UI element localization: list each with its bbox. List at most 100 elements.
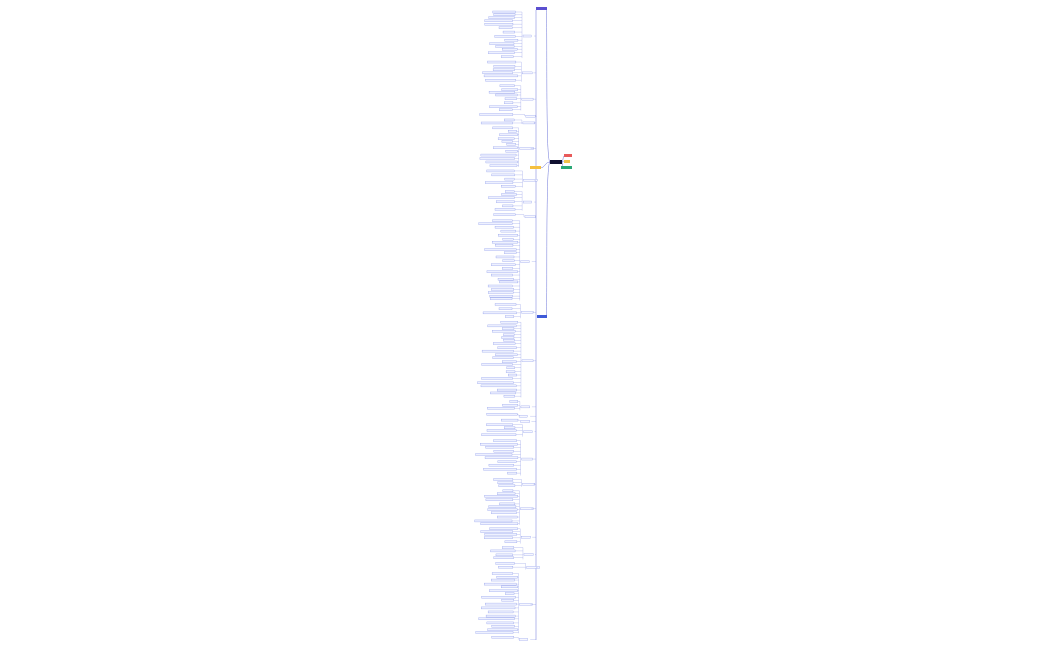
leaf-node [489,164,518,167]
leaf-node [477,381,514,384]
leaf-node [493,478,514,481]
leaf-node [486,429,517,432]
leaf-node [506,366,515,369]
leaf-node [491,273,513,277]
leaf-node [486,621,514,625]
leaf-node [494,208,516,211]
leaf-node [488,505,517,508]
leaf-node [487,407,515,410]
leaf-node [486,169,515,173]
link [539,161,551,169]
leaf-node [504,177,515,181]
leaf-node [491,241,518,244]
leaf-node [505,150,518,153]
branch-node [526,566,540,569]
leaf-node [491,578,515,582]
leaf-node [502,404,518,407]
leaf-node [487,508,518,511]
leaf-node [490,549,516,553]
branch-node [522,121,535,125]
leaf-node [491,572,513,575]
side-node [564,160,570,163]
leaf-node [482,311,517,315]
leaf-node [486,270,518,273]
leaf-node [493,556,514,559]
leaf-node [475,453,513,456]
leaf-node [489,589,518,592]
leaf-node [493,450,514,453]
leaf-node [496,575,518,579]
side-node [561,166,572,169]
leaf-node [481,596,516,599]
leaf-node [495,353,518,356]
leaf-node [488,196,515,199]
links [535,8,565,640]
link [545,8,551,163]
leaf-node [500,321,518,324]
leaf-node [497,278,514,281]
leaf-node [484,19,513,22]
leaf-node [505,190,515,193]
leaf-node [497,137,515,140]
leaf-node [502,489,514,492]
leaf-node [504,118,515,122]
leaf-node [499,84,515,87]
leaf-node [494,35,516,38]
leaf-node [503,339,515,342]
leaf-node [509,400,519,403]
leaf-node [499,108,513,111]
leaf-node [491,636,514,639]
leaf-node [498,26,513,29]
leaf-node [507,471,517,475]
leaf-node [478,222,513,225]
leaf-node [505,315,515,318]
leaf-node [490,391,516,395]
leaf-node [502,360,517,363]
leaf-node [488,291,514,294]
leaf-node [501,185,516,188]
leaf-node [502,546,515,549]
leaf-node [505,370,516,373]
leaf-node [502,238,514,241]
branch-node [520,260,530,263]
leaf-node [479,113,514,116]
main-node [537,315,547,318]
leaf-node [497,460,517,463]
leaf-node [506,143,516,146]
leaf-node [485,602,517,606]
leaf-node [501,55,514,58]
leaf-node [487,610,514,614]
leaf-node [497,492,516,495]
leaf-node [504,426,516,429]
branch-node [521,359,534,362]
leaf-node [491,511,517,514]
leaf-node [497,515,518,519]
branch-node [521,457,533,461]
leaf-node [488,51,515,54]
leaf-node [504,101,514,104]
leaf-node [486,423,513,426]
leaf-node [502,259,515,262]
branch-node [519,638,528,641]
link [545,161,551,318]
leaf-node [481,349,514,353]
leaf-node [484,582,517,586]
branch-node [525,115,536,118]
branch-node [523,179,538,182]
leaf-node [503,333,515,336]
branch-node [524,215,536,218]
leaf-node [480,121,513,125]
leaf-node [492,68,515,71]
leaf-node [480,153,517,157]
leaf-node [508,373,517,377]
branch-node [518,415,528,418]
leaf-node [488,464,514,467]
branch-node [519,603,533,606]
branch-node [520,420,530,423]
leaf-node [492,330,516,333]
leaf-node [501,48,518,51]
leaf-node [496,200,515,203]
leaf-node [485,614,516,618]
branch-node [522,200,532,204]
